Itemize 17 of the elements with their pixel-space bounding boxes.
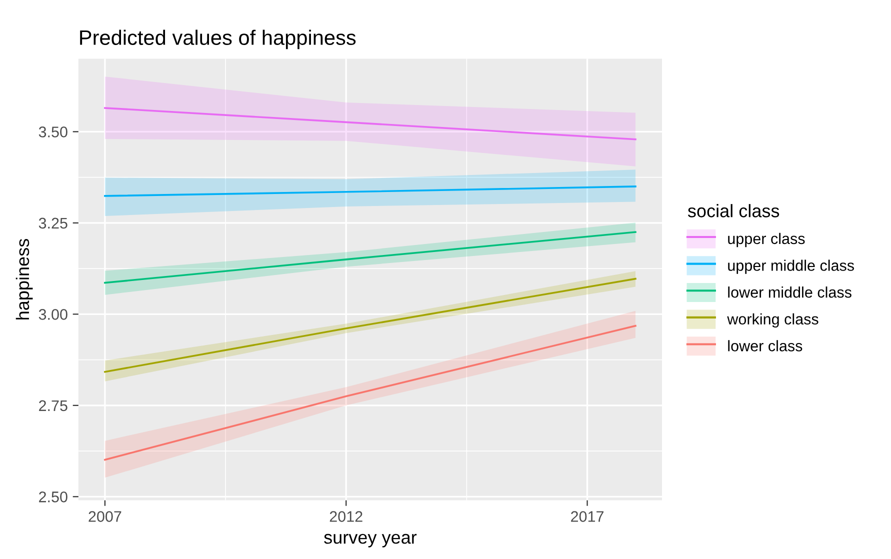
legend-label: upper class — [728, 232, 805, 248]
x-tick-label: 2012 — [330, 511, 362, 522]
legend-label: lower class — [728, 340, 802, 352]
legend-label: lower middle class — [728, 286, 852, 298]
y-tick-label: 2.50 — [39, 492, 68, 502]
x-tick-label: 2017 — [571, 511, 604, 522]
legend-label: working class — [727, 313, 818, 328]
y-axis-title: happiness — [16, 238, 33, 320]
y-tick-label: 3.00 — [38, 309, 68, 320]
y-tick-label: 3.25 — [38, 218, 68, 229]
y-tick-label: 3.50 — [38, 126, 68, 138]
legend-label: upper middle class — [728, 260, 854, 274]
x-axis-title: survey year — [324, 534, 417, 548]
legend-title: social class — [688, 204, 780, 218]
chart-title: Predicted values of happiness — [80, 30, 356, 50]
y-tick-label: 2.75 — [39, 400, 68, 412]
x-tick-label: 2007 — [88, 511, 122, 522]
